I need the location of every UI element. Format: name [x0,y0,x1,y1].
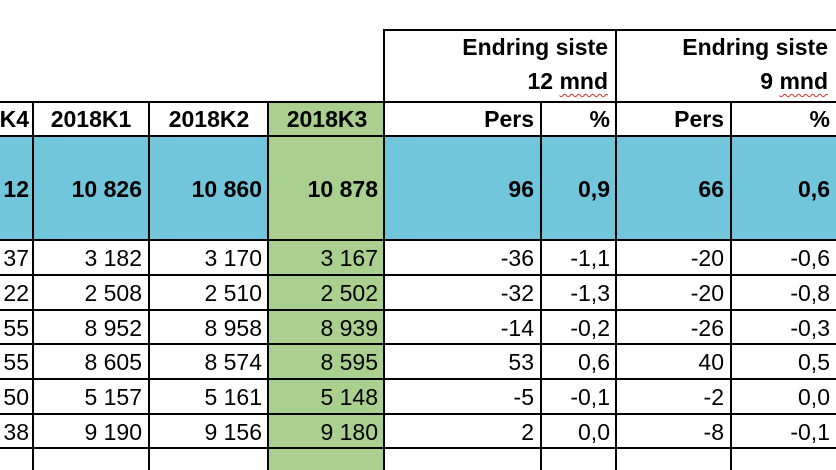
table-cell[interactable]: 10 860 [191,175,262,202]
grid-line [730,101,732,470]
table-cell[interactable]: 5 161 [204,384,262,410]
grid-line [0,413,836,415]
table-cell[interactable]: -26 [690,314,724,341]
table-cell[interactable]: 8 952 [84,314,142,341]
grid-line [0,309,836,311]
table-cell[interactable]: 0,0 [798,384,830,410]
table-cell[interactable]: 2 502 [320,280,378,306]
table-cell[interactable]: 38 [3,419,29,445]
table-cell[interactable]: -32 [500,280,534,306]
table-cell[interactable]: 8 605 [84,349,142,375]
grid-line [383,29,385,470]
table-cell[interactable]: 37 [3,245,29,271]
table-cell[interactable]: -14 [500,314,534,341]
grid-line [267,101,269,470]
grid-line [0,378,836,380]
table-cell[interactable]: 8 595 [320,349,378,375]
column-header[interactable]: Pers [484,106,534,132]
table-cell[interactable]: 2 [521,419,534,445]
period-unit: mnd [559,68,608,94]
table-cell[interactable]: -1,3 [570,280,610,306]
table-cell[interactable]: 8 939 [320,314,378,341]
table-cell[interactable]: 3 167 [320,245,378,271]
table-cell[interactable]: 22 [3,280,29,306]
column-header[interactable]: K4 [0,106,29,132]
grid-line [0,239,836,241]
table-cell[interactable]: -0,2 [570,314,610,341]
table-cell[interactable]: -1,1 [570,245,610,271]
table-cell[interactable]: 5 157 [84,384,142,410]
table-cell[interactable]: 50 [3,384,29,410]
table-cell[interactable]: 2 508 [84,280,142,306]
group-header-12-mnd: Endring siste 12 mnd [384,30,616,102]
grid-line [0,447,836,449]
grid-line [32,101,34,470]
table-cell[interactable]: 8 958 [204,314,262,341]
grid-line [0,101,836,103]
table-cell[interactable]: -0,1 [790,419,830,445]
grid-line [383,29,836,31]
table-cell[interactable]: 8 574 [204,349,262,375]
period-number: 9 [760,68,774,94]
table-cell[interactable]: 2 510 [204,280,262,306]
table-cell[interactable]: -0,3 [790,314,830,341]
table-cell[interactable]: 3 170 [204,245,262,271]
highlight-column-fill [268,102,384,470]
table-cell[interactable]: 40 [698,349,724,375]
column-header[interactable]: % [589,106,610,132]
table-cell[interactable]: 0,5 [798,349,830,375]
period-unit: mnd [779,68,828,94]
group-header-line2: 12 mnd [384,64,608,98]
table-cell[interactable]: 10 878 [307,175,378,202]
group-header-line1: Endring siste [682,34,828,60]
table-cell[interactable]: 0,6 [798,175,830,202]
table-cell[interactable]: 9 180 [320,419,378,445]
table-cell[interactable]: 55 [3,349,29,375]
table-cell[interactable]: 96 [508,175,534,202]
group-header-line2: 9 mnd [616,64,828,98]
grid-line [540,101,542,470]
column-header[interactable]: Pers [674,106,724,132]
table-cell[interactable]: -36 [500,245,534,271]
table-cell[interactable]: 12 [3,175,29,202]
table-cell[interactable]: -20 [690,280,724,306]
column-header[interactable]: 2018K1 [50,106,132,132]
table-cell[interactable]: -5 [513,384,534,410]
table-cell[interactable]: -0,1 [570,384,610,410]
column-header[interactable]: 2018K3 [286,106,368,132]
table-cell[interactable]: -0,6 [790,245,830,271]
period-number: 12 [527,68,554,94]
table-cell[interactable]: 0,9 [578,175,610,202]
group-header-line1: Endring siste [462,34,608,60]
column-header[interactable]: 2018K2 [168,106,250,132]
table-cell[interactable]: -8 [703,419,724,445]
table-cell[interactable]: 66 [698,175,724,202]
table-cell[interactable]: 5 148 [320,384,378,410]
grid-line [615,29,617,470]
table-cell[interactable]: -20 [690,245,724,271]
column-header[interactable]: % [809,106,830,132]
table-cell[interactable]: 55 [3,314,29,341]
group-header-9-mnd: Endring siste 9 mnd [616,30,836,102]
table-cell[interactable]: 9 190 [84,419,142,445]
grid-line [0,135,836,137]
table-cell[interactable]: 9 156 [204,419,262,445]
grid-line [0,274,836,276]
table-cell[interactable]: -0,8 [790,280,830,306]
grid-line [0,343,836,345]
table-cell[interactable]: 0,6 [578,349,610,375]
table-cell[interactable]: -2 [703,384,724,410]
table-cell[interactable]: 10 826 [71,175,142,202]
grid-line [148,101,150,470]
table-cell[interactable]: 3 182 [84,245,142,271]
table-cell[interactable]: 0,0 [578,419,610,445]
table-cell[interactable]: 53 [508,349,534,375]
total-row-fill [0,136,836,240]
